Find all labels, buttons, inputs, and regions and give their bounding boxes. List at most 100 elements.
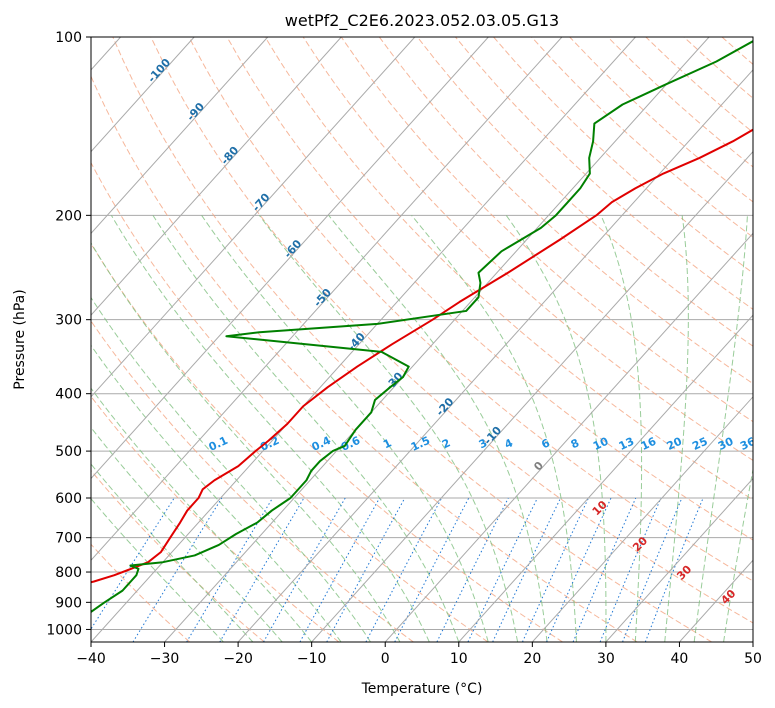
- moist-adiabat-line: [664, 215, 689, 642]
- mixing-ratio-line: [263, 497, 346, 642]
- y-tick-label: 600: [55, 491, 82, 507]
- dewpoint-line: [91, 40, 753, 614]
- x-tick-label: 20: [523, 651, 541, 667]
- mixing-ratio-label: 16: [639, 435, 659, 453]
- mixing-ratio-line: [546, 497, 612, 642]
- dry-adiabat-line: [645, 37, 753, 133]
- dry-adiabat-line: [91, 469, 265, 642]
- x-tick-label: 50: [744, 651, 762, 667]
- isotherm-line: [91, 37, 342, 316]
- dry-adiabat-line: [378, 37, 753, 385]
- mixing-ratio-label: 6: [539, 436, 552, 451]
- x-tick-label: 40: [671, 651, 689, 667]
- dry-adiabat-line: [340, 37, 753, 423]
- isotherm-line: [458, 314, 753, 642]
- mixing-ratio-label: 25: [690, 435, 709, 453]
- moist-adiabat-line: [91, 387, 313, 642]
- y-tick-label: 400: [55, 387, 82, 403]
- moist-adiabat-line: [411, 215, 577, 642]
- isotherm-line: [531, 396, 753, 642]
- isotherm-line: [91, 37, 563, 562]
- dry-adiabat-line: [683, 37, 753, 99]
- mixing-ratio-line: [132, 497, 223, 642]
- mixing-ratio-line: [572, 497, 637, 642]
- mixing-ratio-line: [436, 497, 509, 642]
- y-axis-label: Pressure (hPa): [12, 289, 28, 389]
- isotherm-line: [91, 37, 416, 398]
- y-tick-label: 1000: [46, 622, 82, 638]
- dry-adiabat-line: [112, 37, 713, 642]
- x-tick-label: 10: [450, 651, 468, 667]
- y-tick-label: 300: [55, 313, 82, 329]
- isotherm-label: -50: [311, 286, 334, 310]
- dry-adiabat-line: [721, 37, 753, 65]
- isotherm-label: -70: [250, 191, 273, 215]
- moist-adiabat-line: [328, 215, 548, 642]
- dry-adiabat-line: [188, 37, 753, 582]
- plot-frame: [90, 36, 754, 643]
- x-tick-label: 0: [381, 651, 390, 667]
- mixing-ratio-line: [522, 497, 589, 642]
- isotherm-line: [91, 37, 636, 642]
- mixing-ratio-label: 36: [738, 435, 758, 453]
- mixing-ratio-label: 4: [503, 436, 516, 451]
- mixing-ratio-line: [365, 497, 443, 642]
- x-axis-label: Temperature (°C): [361, 681, 483, 697]
- dry-adiabat-line: [264, 37, 753, 501]
- axes: −40 −30 −20 −10 0 10 20 30 40 5010009008007006005…: [46, 30, 762, 667]
- isotherm-line: [384, 232, 753, 642]
- dry-adiabat-line: [226, 37, 753, 541]
- line-labels: -100-90-80-70-60-50-40-30-20-1000.1 0.2 0.…: [145, 56, 758, 607]
- dry-adiabat-line: [607, 37, 753, 168]
- isotherm-line: [91, 37, 489, 480]
- x-tick-label: −20: [223, 651, 253, 667]
- mixing-ratio-line: [622, 497, 683, 642]
- mixing-ratio-label: 10: [591, 435, 611, 453]
- isotherm-line: [91, 37, 195, 153]
- x-tick-label: −40: [76, 651, 106, 667]
- x-tick-label: −30: [150, 651, 180, 667]
- moist-adiabat-line: [693, 215, 748, 642]
- dry-adiabat-line: [150, 37, 753, 624]
- y-tick-label: 700: [55, 531, 82, 547]
- x-tick-label: 30: [597, 651, 615, 667]
- dry-adiabat-line: [416, 37, 753, 347]
- mixing-ratio-line: [326, 497, 406, 642]
- y-tick-label: 800: [55, 565, 82, 581]
- mixing-ratio-line: [644, 497, 704, 642]
- moist-adiabat-line: [201, 215, 489, 642]
- dry-adiabat-line: [91, 161, 563, 642]
- moist-adiabat-line: [91, 426, 283, 642]
- temperature-line: [91, 128, 753, 584]
- isotherm-label: -100: [145, 56, 173, 85]
- mixing-ratio-line: [492, 497, 562, 642]
- isotherm-line: [164, 37, 710, 642]
- x-tick-label: −10: [297, 651, 327, 667]
- isotherm-line: [311, 150, 753, 642]
- mixing-ratio-line: [467, 497, 538, 642]
- moist-adiabat-label: 10: [590, 498, 610, 518]
- dry-adiabat-line: [302, 37, 753, 461]
- moist-adiabat-line: [91, 344, 342, 642]
- mixing-ratio-label: 13: [617, 435, 636, 453]
- mixing-ratio-label: 30: [716, 435, 736, 453]
- dry-adiabat-line: [91, 395, 340, 642]
- mixing-ratio-line: [186, 497, 274, 642]
- mixing-ratio-line: [394, 497, 470, 642]
- mixing-ratio-label: 20: [665, 435, 685, 453]
- mixing-ratio-label: 2: [440, 436, 452, 451]
- isotherm-label: -60: [281, 237, 304, 261]
- isotherm-line: [679, 559, 753, 642]
- y-tick-label: 200: [55, 208, 82, 224]
- moist-adiabat-line: [152, 215, 460, 642]
- mixing-ratio-line: [599, 497, 662, 642]
- y-tick-label: 100: [55, 30, 82, 46]
- isotherm-line: [91, 37, 269, 235]
- isotherm-label: -20: [433, 395, 456, 419]
- chart-title: wetPf2_C2E6.2023.052.03.05.G13: [285, 11, 559, 31]
- isotherm-label: 0: [531, 459, 546, 474]
- moist-adiabat-label: 20: [630, 534, 650, 554]
- moist-adiabat-line: [723, 466, 753, 642]
- moist-adiabat-line: [91, 497, 224, 642]
